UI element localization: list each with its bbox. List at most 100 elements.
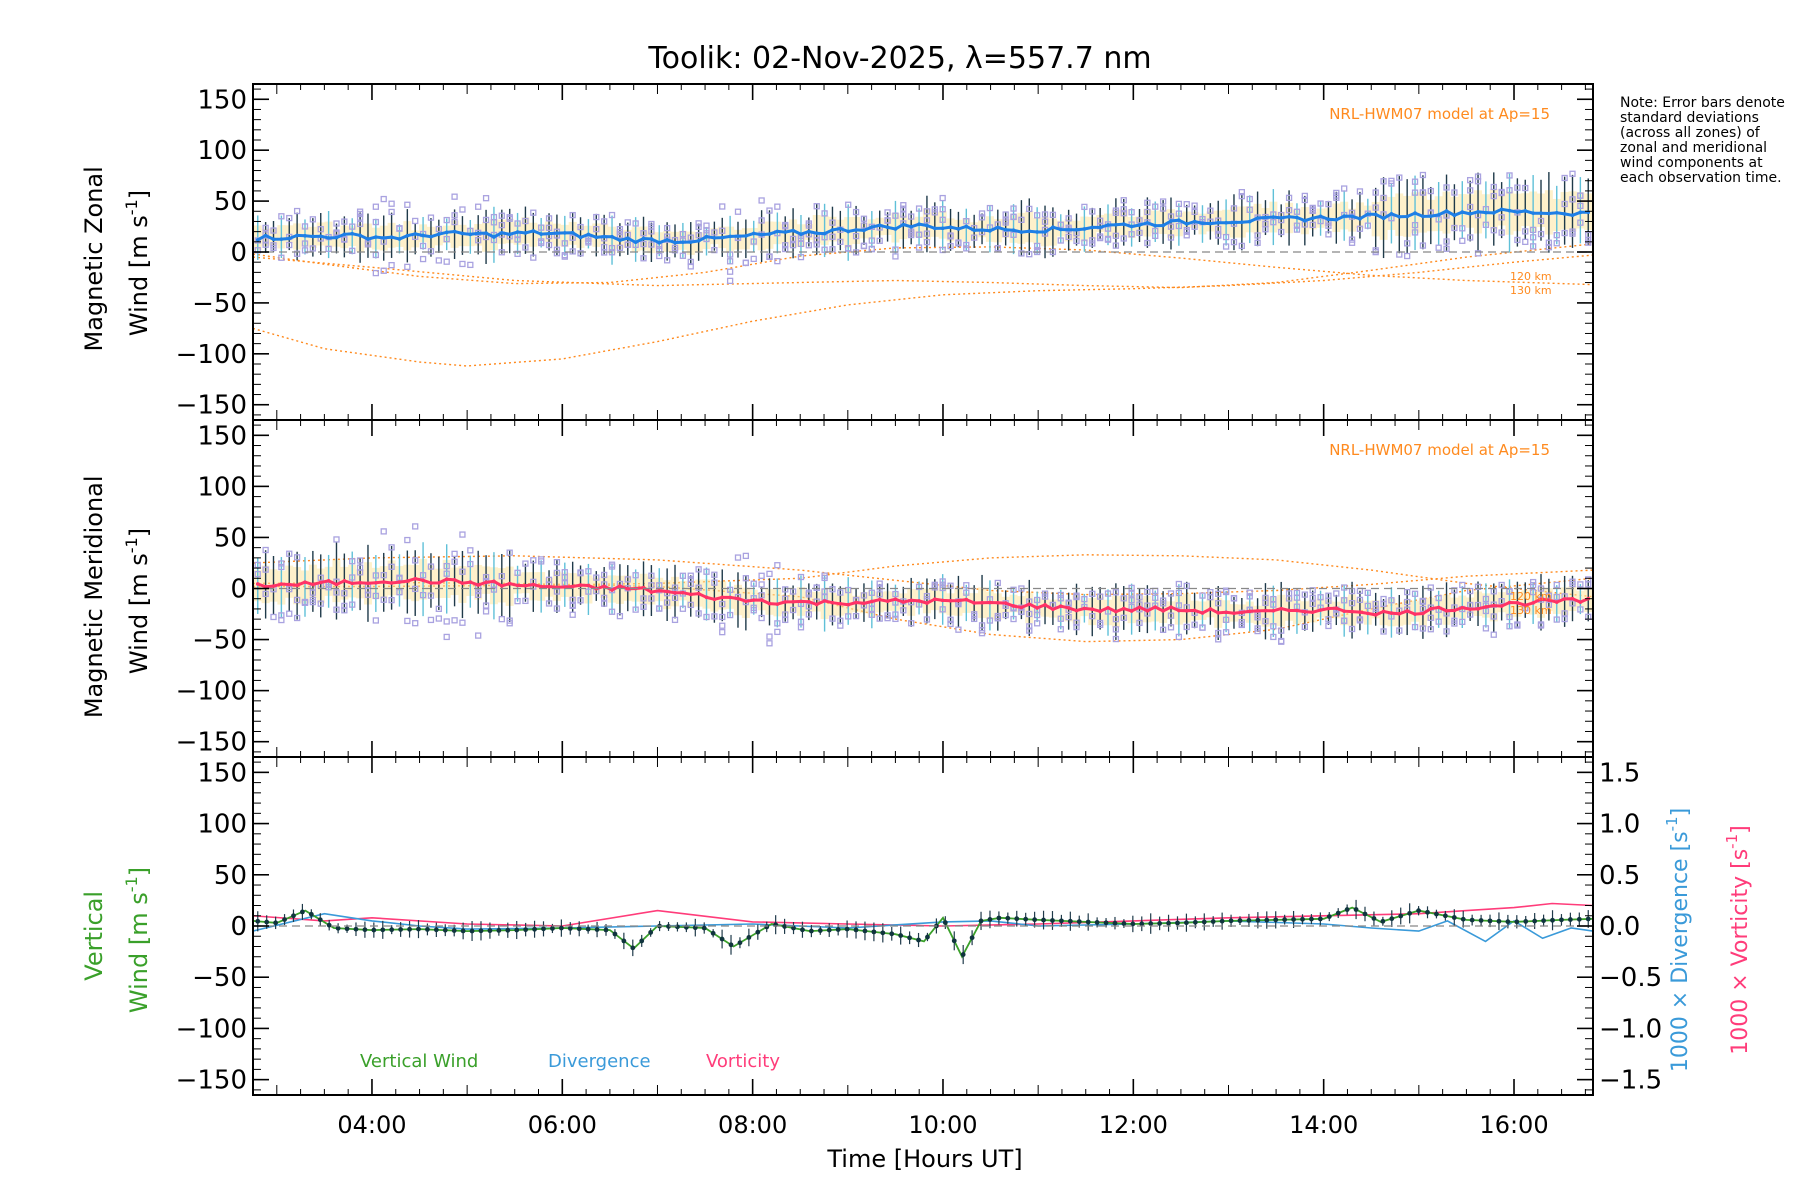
zone-sample (427, 616, 435, 624)
zone-sample (908, 620, 915, 627)
zone-sample (1301, 192, 1308, 200)
zone-sample (1529, 243, 1537, 250)
zone-sample (1215, 590, 1222, 597)
zone-sample (301, 247, 309, 254)
mean-wind-point (775, 602, 780, 606)
zone-sample (1222, 588, 1230, 596)
zone-sample (1285, 207, 1293, 214)
zone-sample (372, 269, 379, 277)
mean-wind-point (1058, 227, 1063, 232)
mean-wind-point (1405, 609, 1409, 613)
zone-sample (679, 230, 687, 238)
mean-wind-point (468, 232, 473, 237)
vertical-wind-point (978, 918, 984, 924)
zone-sample (734, 208, 742, 215)
zone-sample (1545, 601, 1553, 608)
vertical-wind-point (630, 945, 636, 951)
vertical-wind-point (1389, 916, 1395, 922)
x-tick-label: 08:00 (718, 1111, 787, 1139)
zone-sample (1372, 600, 1379, 608)
zone-sample (388, 596, 395, 604)
vertical-wind-point (585, 926, 591, 932)
zone-sample (333, 536, 340, 543)
mean-wind-point (1310, 216, 1315, 221)
mean-wind-point (1192, 608, 1197, 613)
zone-sample (514, 569, 521, 576)
vertical-wind-point (1085, 919, 1091, 925)
zone-sample (356, 210, 364, 218)
zone-sample (412, 217, 419, 225)
mean-wind-point (484, 231, 488, 235)
vertical-wind-point (532, 926, 537, 932)
zone-sample (632, 572, 639, 579)
zone-sample (892, 615, 899, 623)
mean-wind-point (783, 230, 788, 234)
mean-wind-point (1121, 606, 1126, 611)
zone-sample (923, 230, 931, 237)
zone-sample (1356, 596, 1364, 604)
vertical-wind-point (335, 925, 341, 931)
mean-wind-point (759, 598, 764, 602)
vertical-wind-point (1121, 921, 1127, 926)
zone-sample (1018, 216, 1025, 223)
zone-sample (404, 201, 411, 208)
zone-sample (443, 216, 450, 224)
vertical-wind-point (1309, 916, 1314, 922)
zone-sample (427, 248, 435, 255)
zone-sample (703, 613, 710, 621)
mean-wind-point (1279, 216, 1284, 220)
mean-wind-point (1051, 607, 1055, 612)
vertical-wind-point (755, 929, 761, 935)
mean-wind-point (492, 579, 496, 584)
zone-sample (766, 633, 773, 640)
divergence-ylabel-text: 1000 × Divergence [s (1668, 831, 1693, 1072)
zone-sample (286, 241, 293, 249)
zone-sample (482, 608, 490, 615)
mean-wind-point (1232, 220, 1236, 225)
mean-wind-point (767, 601, 772, 606)
mean-wind-point (870, 599, 874, 604)
zone-sample (1435, 216, 1442, 223)
zone-sample (1522, 228, 1529, 235)
zone-sample (1191, 621, 1198, 628)
zone-sample (1522, 238, 1529, 246)
mean-wind-point (263, 584, 268, 589)
mean-wind-point (1019, 230, 1024, 234)
zone-sample (829, 233, 836, 240)
mean-wind-point (751, 231, 756, 236)
mean-wind-point (1224, 220, 1228, 225)
zone-sample (427, 592, 435, 599)
mean-wind-point (1468, 212, 1472, 216)
mean-wind-point (1247, 609, 1252, 614)
mean-wind-point (437, 581, 441, 585)
vertical-wind-point (1094, 919, 1100, 925)
zone-sample (1443, 245, 1450, 252)
zone-sample (860, 215, 868, 222)
zone-sample (608, 608, 616, 615)
zone-sample (845, 245, 852, 252)
zone-sample (931, 209, 938, 216)
zone-sample (789, 606, 797, 614)
zone-sample (1159, 198, 1167, 205)
mean-wind-point (799, 232, 803, 237)
vertical-wind-point (371, 927, 377, 933)
mean-wind-point (728, 595, 732, 600)
zone-sample (459, 206, 466, 213)
zone-sample (955, 239, 962, 246)
zone-sample (624, 219, 631, 226)
vertical-wind-point (505, 927, 511, 933)
vertical-wind-point (1371, 916, 1377, 921)
zone-sample (262, 566, 269, 573)
mean-wind-point (751, 598, 756, 602)
zone-sample (1159, 205, 1167, 212)
mean-wind-point (720, 595, 725, 600)
zone-sample (1553, 616, 1560, 623)
y-tick-label: −100 (176, 1014, 247, 1044)
zone-sample (892, 212, 899, 219)
zone-sample (679, 252, 687, 259)
vertical-wind-point (675, 924, 680, 930)
vertical-wind-point (1487, 918, 1493, 924)
mean-wind-point (279, 582, 284, 586)
model-curve-1 (253, 254, 1593, 367)
